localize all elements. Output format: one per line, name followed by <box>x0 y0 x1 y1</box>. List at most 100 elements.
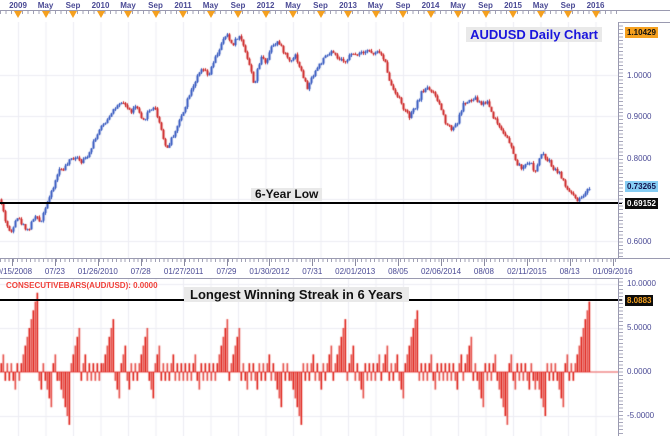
top-axis-label: Sep <box>478 1 493 10</box>
top-axis-label: Sep <box>560 1 576 10</box>
indicator-axis[interactable]: 8.0883 10.0000 5.0000 0.0000 -5.0000 <box>618 278 670 436</box>
top-axis-label: May <box>37 1 54 10</box>
month-marker-icon <box>481 11 490 18</box>
month-marker-icon <box>564 11 572 18</box>
month-marker-icon <box>96 11 105 18</box>
top-axis-label: 2015 <box>504 1 522 10</box>
bottom-axis-label: 01/30/2012 <box>249 267 290 276</box>
top-axis-label: Sep <box>313 1 328 10</box>
indicator-name-label: CONSECUTIVEBARS(AUD/USD): 0.0000 <box>6 281 158 290</box>
chart-title: AUDUSD Daily Chart <box>466 27 602 42</box>
bottom-axis-label: 10/15/2008 <box>0 267 33 276</box>
date-tick <box>441 259 442 266</box>
price-axis-label: 0.6000 <box>627 236 652 246</box>
month-marker-icon <box>399 11 407 18</box>
indicator-panel: CONSECUTIVEBARS(AUD/USD): 0.0000 Longest… <box>0 278 622 436</box>
month-marker-icon <box>289 11 297 18</box>
bottom-axis-label: 02/01/2013 <box>335 267 376 276</box>
top-axis-label: 2009 <box>9 1 27 10</box>
indicator-chart-canvas[interactable] <box>0 279 618 436</box>
month-marker-icon <box>124 11 132 18</box>
top-axis-label: 2011 <box>174 1 192 10</box>
date-tick <box>226 259 228 266</box>
price-axis[interactable]: 1.10429 0.73265 0.69152 1.0000 0.9000 0.80… <box>618 22 670 258</box>
top-axis-label: 2010 <box>91 1 110 10</box>
top-axis-label: Sep <box>65 1 81 10</box>
date-tick <box>269 259 271 266</box>
date-tick <box>612 259 614 266</box>
indicator-annotation: Longest Winning Streak in 6 Years <box>184 287 409 302</box>
bottom-axis-label: 08/08 <box>473 267 494 276</box>
low-price-badge: 0.69152 <box>625 198 658 209</box>
bottom-axis-label: 07/31 <box>302 267 323 276</box>
top-axis-label: May <box>285 1 301 10</box>
top-axis-label: May <box>450 1 466 10</box>
top-axis-label: 2012 <box>256 1 275 10</box>
month-marker-icon <box>316 11 325 18</box>
date-tick <box>483 259 485 266</box>
bottom-axis-label: 08/05 <box>388 267 409 276</box>
price-chart-panel: 6-Year Low AUDUSD Daily Chart <box>0 22 622 258</box>
indicator-axis-label: 5.0000 <box>627 322 652 332</box>
month-marker-icon <box>591 11 600 18</box>
bottom-axis-label: 07/28 <box>130 267 151 276</box>
price-axis-label: 0.9000 <box>627 112 652 122</box>
month-marker-icon <box>234 11 242 18</box>
bottom-date-axis: 10/15/2008 07/23 01/26/2010 07/28 01/27/2011… <box>0 266 670 278</box>
bottom-date-ruler[interactable] <box>0 258 670 267</box>
six-year-low-line <box>0 202 622 204</box>
month-marker-icon <box>536 11 545 18</box>
date-tick <box>12 259 13 266</box>
top-axis-label: 2014 <box>421 1 440 10</box>
indicator-axis-label: 0.0000 <box>627 367 652 376</box>
top-axis-label: May <box>532 1 549 10</box>
month-marker-icon <box>151 11 160 18</box>
price-axis-label: 0.8000 <box>627 153 652 163</box>
month-marker-icon <box>344 11 352 18</box>
bottom-axis-label: 08/13 <box>559 267 580 276</box>
date-tick <box>54 259 56 266</box>
indicator-axis-label: -5.0000 <box>627 411 655 421</box>
date-tick <box>97 259 99 266</box>
top-time-axis: 2009 May Sep 2010 May Sep 2011 May Sep 2012 May Sep… <box>0 0 670 10</box>
month-marker-icon <box>454 11 462 18</box>
streak-level-badge: 8.0883 <box>625 295 654 306</box>
top-axis-label: 2013 <box>339 1 357 10</box>
date-tick <box>355 259 357 266</box>
indicator-axis-label: 10.0000 <box>627 278 656 288</box>
month-marker-icon <box>261 11 270 18</box>
month-marker-icon <box>14 11 22 18</box>
month-marker-icon <box>179 11 187 18</box>
month-marker-icon <box>41 11 50 18</box>
month-marker-icon <box>206 11 215 18</box>
date-tick <box>140 259 142 266</box>
bottom-axis-label: 01/26/2010 <box>77 267 118 276</box>
bottom-axis-label: 07/23 <box>44 267 65 276</box>
price-chart-canvas[interactable] <box>0 22 618 258</box>
month-marker-icon <box>426 11 435 18</box>
current-price-badge: 0.73265 <box>625 181 658 192</box>
six-year-low-annotation: 6-Year Low <box>251 188 323 201</box>
top-axis-label: Sep <box>395 1 411 10</box>
top-axis-label: May <box>367 1 384 10</box>
bottom-axis-label: 01/27/2011 <box>163 267 204 276</box>
bottom-axis-label: 02/06/2014 <box>420 267 462 276</box>
bottom-axis-label: 01/09/2016 <box>592 267 633 276</box>
top-axis-label: Sep <box>230 1 246 10</box>
top-axis-label: May <box>202 1 219 10</box>
date-tick <box>183 259 185 266</box>
date-tick <box>569 259 571 266</box>
high-price-badge: 1.10429 <box>625 27 658 38</box>
month-marker-icon <box>371 11 380 18</box>
bottom-axis-label: 02/11/2015 <box>507 267 547 276</box>
month-marker-icon <box>509 11 517 18</box>
top-axis-label: May <box>120 1 136 10</box>
price-axis-label: 1.0000 <box>627 70 652 80</box>
date-tick <box>526 259 528 266</box>
date-tick <box>398 259 400 266</box>
date-tick <box>312 259 314 266</box>
top-axis-label: Sep <box>148 1 163 10</box>
top-axis-label: 2016 <box>586 1 605 10</box>
month-marker-icon <box>69 11 77 18</box>
